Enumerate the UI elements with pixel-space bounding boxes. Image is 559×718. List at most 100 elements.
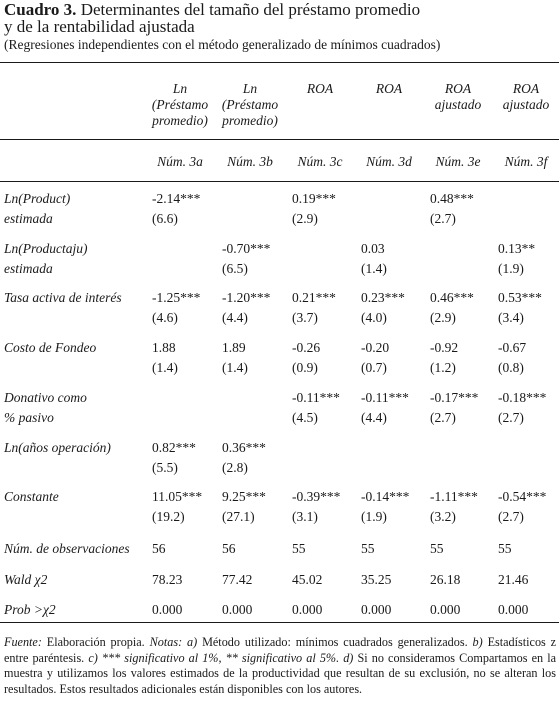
stderr-cell: (1.4) [152, 360, 178, 375]
stat-value: 45.02 [292, 572, 323, 587]
footnote-note-b: Estadísticos z entre paréntesis. [4, 635, 557, 665]
coefficient-cell: 0.13** [498, 241, 536, 256]
column-header-line3: promedio) [222, 113, 278, 128]
column-header-line2: ajustado [434, 97, 482, 112]
stat-label: Wald χ2 [4, 572, 48, 587]
coefficient-cell: -0.54*** [498, 489, 547, 504]
footnote-source-label: Fuente: [4, 635, 42, 649]
stat-value: 55 [498, 541, 512, 556]
stat-value: 26.18 [430, 572, 461, 587]
coefficient-cell: -1.11*** [430, 489, 478, 504]
stderr-cell: (2.9) [430, 310, 456, 325]
stderr-cell: (3.7) [292, 310, 318, 325]
table-title-text-line2: y de la rentabilidad ajustada [4, 17, 195, 36]
stderr-cell: (4.4) [222, 310, 248, 325]
stat-value: 35.25 [361, 572, 392, 587]
stderr-cell: (27.1) [222, 509, 255, 524]
coefficient-cell: -0.26 [292, 340, 321, 355]
stderr-cell: (2.7) [430, 211, 456, 226]
table-title: Cuadro 3. Determinantes del tamaño del p… [4, 1, 556, 35]
stderr-cell: (6.6) [152, 211, 178, 226]
coefficient-cell: -0.92 [430, 340, 459, 355]
coefficient-cell: -0.17*** [430, 390, 479, 405]
stat-value: 0.000 [152, 602, 183, 617]
column-header-line1: Ln [242, 81, 258, 96]
row-label: Tasa activa de interés [4, 290, 122, 305]
coefficient-cell: -0.67 [498, 340, 527, 355]
stat-value: 21.46 [498, 572, 529, 587]
stderr-cell: (2.7) [498, 509, 524, 524]
coefficient-cell: -0.39*** [292, 489, 341, 504]
coefficient-cell: -0.11*** [292, 390, 340, 405]
footnote-source-text: Elaboración propia. [46, 635, 145, 649]
stderr-cell: (2.7) [498, 410, 524, 425]
stderr-cell: (1.9) [498, 261, 524, 276]
row-label-line2: % pasivo [4, 410, 54, 425]
coefficient-cell: 1.88 [152, 340, 176, 355]
column-header-line3: promedio) [152, 113, 208, 128]
stderr-cell: (0.8) [498, 360, 524, 375]
coefficient-cell: 0.19*** [292, 191, 336, 206]
coefficient-cell: -0.11*** [361, 390, 409, 405]
stderr-cell: (4.6) [152, 310, 178, 325]
column-header-line2: ajustado [502, 97, 550, 112]
stat-label: Núm. de observaciones [4, 541, 130, 556]
stat-value: 77.42 [222, 572, 253, 587]
coefficient-cell: -0.20 [361, 340, 390, 355]
coefficient-cell: 0.48*** [430, 191, 474, 206]
stderr-cell: (0.7) [361, 360, 387, 375]
header-rule-2 [0, 181, 559, 182]
column-number-label: Núm. 3d [366, 154, 412, 169]
footnote-note-c-label: c) *** significativo al 1%, ** significa… [88, 650, 354, 665]
coefficient-cell: -1.25*** [152, 290, 201, 305]
coefficient-cell: 0.23*** [361, 290, 405, 305]
column-number-label: Núm. 3f [504, 154, 548, 169]
column-header-line2: (Préstamo [151, 97, 209, 112]
stat-label: Prob >χ2 [4, 602, 56, 617]
column-header-line1: ROA [306, 81, 334, 96]
stderr-cell: (1.4) [361, 261, 387, 276]
column-header-line1: ROA [444, 81, 472, 96]
coefficient-cell: 1.89 [222, 340, 246, 355]
coefficient-cell: -2.14*** [152, 191, 201, 206]
row-label: Ln(Productaju) [4, 241, 88, 256]
coefficient-cell: 0.21*** [292, 290, 336, 305]
column-header-line2: (Préstamo [221, 97, 279, 112]
row-label-line2: estimada [4, 261, 53, 276]
column-number-label: Núm. 3c [297, 154, 343, 169]
coefficient-cell: -0.70*** [222, 241, 271, 256]
row-label: Donativo como [4, 390, 87, 405]
row-label-line2: estimada [4, 211, 53, 226]
stderr-cell: (2.7) [430, 410, 456, 425]
column-number-label: Núm. 3a [157, 154, 203, 169]
stderr-cell: (1.9) [361, 509, 387, 524]
row-label: Ln(años operación) [4, 440, 111, 455]
stat-value: 78.23 [152, 572, 183, 587]
stderr-cell: (1.2) [430, 360, 456, 375]
stat-value: 56 [152, 541, 166, 556]
stderr-cell: (3.1) [292, 509, 318, 524]
stat-value: 0.000 [498, 602, 529, 617]
bottom-rule [0, 622, 559, 623]
stderr-cell: (3.2) [430, 509, 456, 524]
coefficient-cell: 11.05*** [152, 489, 203, 504]
table-title-label: Cuadro 3. [4, 0, 77, 19]
row-label: Constante [4, 489, 59, 504]
coefficient-cell: 0.53*** [498, 290, 542, 305]
stat-value: 0.000 [361, 602, 392, 617]
column-number-label: Núm. 3e [435, 154, 481, 169]
stderr-cell: (1.4) [222, 360, 248, 375]
coefficient-cell: 0.46*** [430, 290, 474, 305]
stderr-cell: (4.0) [361, 310, 387, 325]
stderr-cell: (19.2) [152, 509, 185, 524]
column-header-line1: ROA [375, 81, 403, 96]
footnote-note-b-label: b) [472, 635, 483, 649]
stderr-cell: (0.9) [292, 360, 318, 375]
footnote-notes-label: Notas: a) [149, 635, 198, 649]
stderr-cell: (2.8) [222, 460, 248, 475]
table-subtitle: (Regresiones independientes con el métod… [4, 37, 441, 52]
top-rule [0, 62, 559, 63]
row-label: Ln(Product) [4, 191, 71, 206]
stderr-cell: (3.4) [498, 310, 524, 325]
